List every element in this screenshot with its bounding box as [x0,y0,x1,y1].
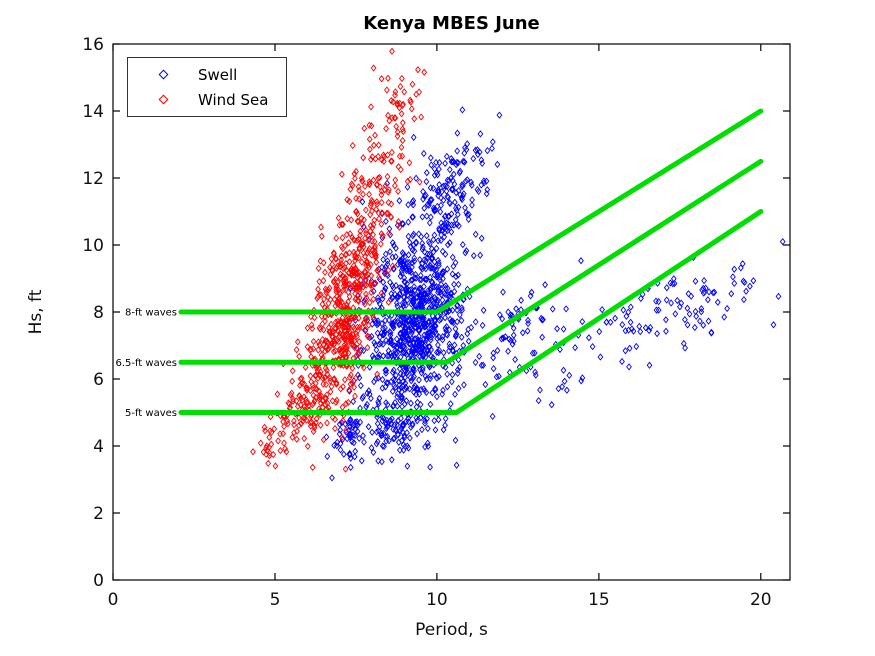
x-tick-label: 20 [750,590,772,610]
legend: Swell Wind Sea [127,57,287,117]
y-tick-label: 6 [93,370,104,390]
tick-marks [112,43,790,581]
x-tick-label: 0 [108,590,119,610]
y-tick-label: 12 [82,169,104,189]
y-tick-label: 4 [93,437,104,457]
threshold-line-8ft [178,108,764,315]
threshold-label-8ft: 8-ft waves [125,308,177,319]
y-tick-label: 2 [93,504,104,524]
y-axis-label: Hs, ft [26,289,46,335]
legend-marker-cell [128,94,198,105]
y-tick-label: 8 [93,303,104,323]
threshold-label-5ft: 5-ft waves [125,408,177,419]
threshold-line-6p5ft [178,158,764,365]
legend-item-swell: Swell [128,62,286,87]
x-tick-label: 10 [426,590,448,610]
x-axis-label: Period, s [415,620,488,640]
x-tick-label: 15 [588,590,610,610]
legend-item-windsea: Wind Sea [128,87,286,112]
windsea-diamond-icon [158,94,168,105]
threshold-label-6p5ft: 6.5-ft waves [115,358,177,369]
threshold-line-5ft [178,209,764,415]
chart-title: Kenya MBES June [363,13,540,34]
y-tick-label: 0 [93,571,104,591]
legend-label-windsea: Wind Sea [198,90,269,109]
y-tick-label: 16 [82,35,104,55]
y-tick-label: 14 [82,102,104,122]
x-tick-label: 5 [270,590,281,610]
legend-label-swell: Swell [198,65,238,84]
swell-diamond-icon [158,69,168,80]
y-tick-label: 10 [82,236,104,256]
legend-marker-cell [128,69,198,80]
